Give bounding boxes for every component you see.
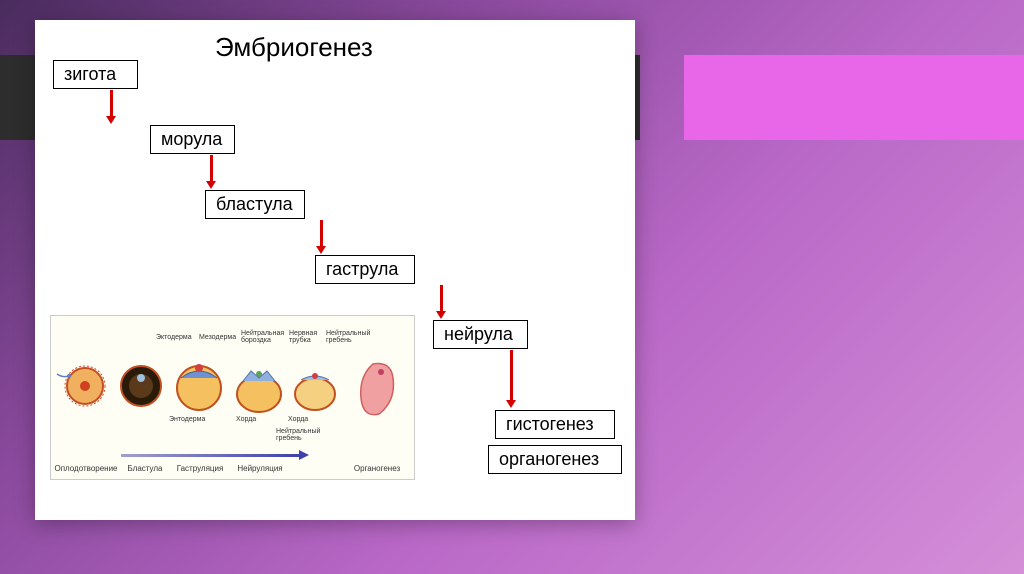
embryo-top-label-4: Нейтральный гребень [326, 330, 371, 344]
embryo-top-label-1: Мезодерма [199, 334, 244, 341]
header-pink-box [684, 55, 1024, 140]
stage-box-0: зигота [53, 60, 138, 89]
embryo-top-label-2: Нейтральная бороздка [241, 330, 286, 344]
stage-box-5: гистогенез [495, 410, 615, 439]
embryo-bottom-label-0: Оплодотворение [53, 464, 119, 473]
embryo-illustration: ЭктодермаМезодермаНейтральная бороздка Не… [50, 315, 415, 480]
flow-arrow-3 [440, 285, 443, 313]
diagram-title: Эмбриогенез [215, 32, 373, 63]
embryo-progress-arrow [121, 454, 301, 457]
stage-box-3: гаструла [315, 255, 415, 284]
embryo-bottom-label-5: Органогенез [347, 464, 407, 473]
stage-box-1: морула [150, 125, 235, 154]
embryo-mid-label-3: Нейтральный гребень [276, 428, 326, 442]
stage-box-6: органогенез [488, 445, 622, 474]
embryo-bottom-label-1: Бластула [121, 464, 169, 473]
flow-arrow-0 [110, 90, 113, 118]
embryo-bottom-label-2: Гаструляция [171, 464, 229, 473]
flow-arrow-1 [210, 155, 213, 183]
embryo-bottom-label-3: Нейруляция [231, 464, 289, 473]
stage-box-4: нейрула [433, 320, 528, 349]
flow-arrow-4 [510, 350, 513, 402]
embryo-mid-label-2: Хорда [288, 416, 338, 423]
embryo-mid-label-1: Хорда [236, 416, 286, 423]
embryo-mid-label-0: Энтодерма [169, 416, 219, 423]
content-panel: Эмбриогенез зигота морула бластула гаструла… [35, 20, 635, 520]
stage-box-2: бластула [205, 190, 305, 219]
embryo-top-label-0: Эктодерма [156, 334, 201, 341]
flow-arrow-2 [320, 220, 323, 248]
